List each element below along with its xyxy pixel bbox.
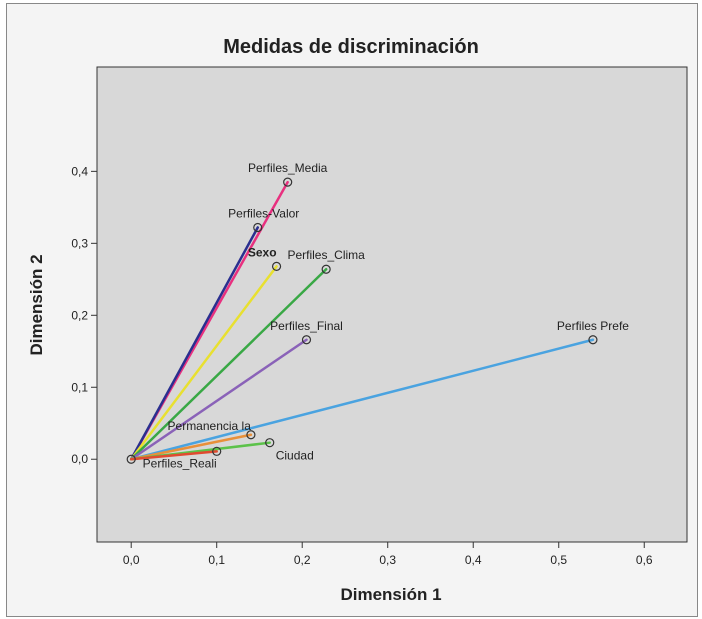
data-point: [301, 335, 312, 345]
y-tick-label: 0,1: [71, 380, 88, 394]
series-line: [129, 267, 328, 461]
x-tick-label: 0,6: [636, 553, 653, 567]
point-label: Ciudad: [276, 449, 314, 463]
data-point: [588, 335, 598, 345]
series-line: [129, 265, 278, 461]
series-line: [129, 338, 308, 461]
series-line: [129, 226, 260, 461]
x-tick-label: 0,5: [550, 553, 567, 567]
point-label: Perfiles_Reali: [143, 456, 217, 470]
y-tick-label: 0,2: [71, 308, 88, 322]
series-points: [126, 177, 598, 464]
data-point: [321, 264, 331, 274]
data-point: [212, 446, 222, 456]
data-point: [271, 261, 282, 271]
data-point: [265, 438, 275, 448]
data-point: [246, 430, 256, 440]
series-line: [129, 433, 253, 461]
data-point: [253, 222, 263, 233]
x-tick-label: 0,3: [379, 553, 396, 567]
series-lines: [129, 180, 595, 461]
point-label: Sexo: [248, 245, 277, 259]
point-label: Perfiles-Valor: [228, 206, 299, 220]
plot-area: [96, 66, 688, 543]
origin-point: [126, 454, 136, 464]
chart-title: Medidas de discriminación: [223, 36, 479, 58]
y-tick-label: 0,0: [71, 452, 88, 466]
series-line: [129, 450, 218, 461]
point-label: Permanencia la: [168, 419, 252, 433]
x-tick-label: 0,2: [294, 553, 311, 567]
point-label: Perfiles_Media: [248, 161, 328, 175]
series-line: [129, 338, 595, 461]
point-label: Perfiles Prefe: [557, 319, 629, 333]
data-point: [283, 177, 293, 187]
x-tick-label: 0,1: [208, 553, 225, 567]
point-labels: Perfiles_Media Perfiles-Valor Sexo Perfiles…: [143, 161, 630, 470]
x-tick-label: 0,4: [465, 553, 482, 567]
y-tick-label: 0,3: [71, 236, 88, 250]
x-axis-title: Dimensión 1: [340, 585, 441, 604]
x-axis: 0,0 0,1 0,2 0,3 0,4 0,5 0,6: [123, 542, 653, 567]
x-tick-label: 0,0: [123, 553, 140, 567]
y-tick-label: 0,4: [71, 164, 88, 178]
point-label: Perfiles_Final: [270, 319, 343, 333]
point-label: Perfiles_Clima: [287, 248, 365, 262]
y-axis: 0,0 0,1 0,2 0,3 0,4: [71, 164, 97, 466]
y-axis-title: Dimensión 2: [27, 254, 46, 355]
